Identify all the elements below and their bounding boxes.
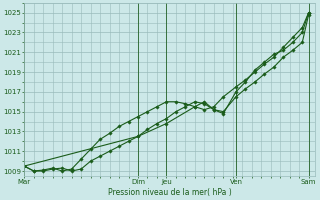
- X-axis label: Pression niveau de la mer( hPa ): Pression niveau de la mer( hPa ): [108, 188, 231, 197]
